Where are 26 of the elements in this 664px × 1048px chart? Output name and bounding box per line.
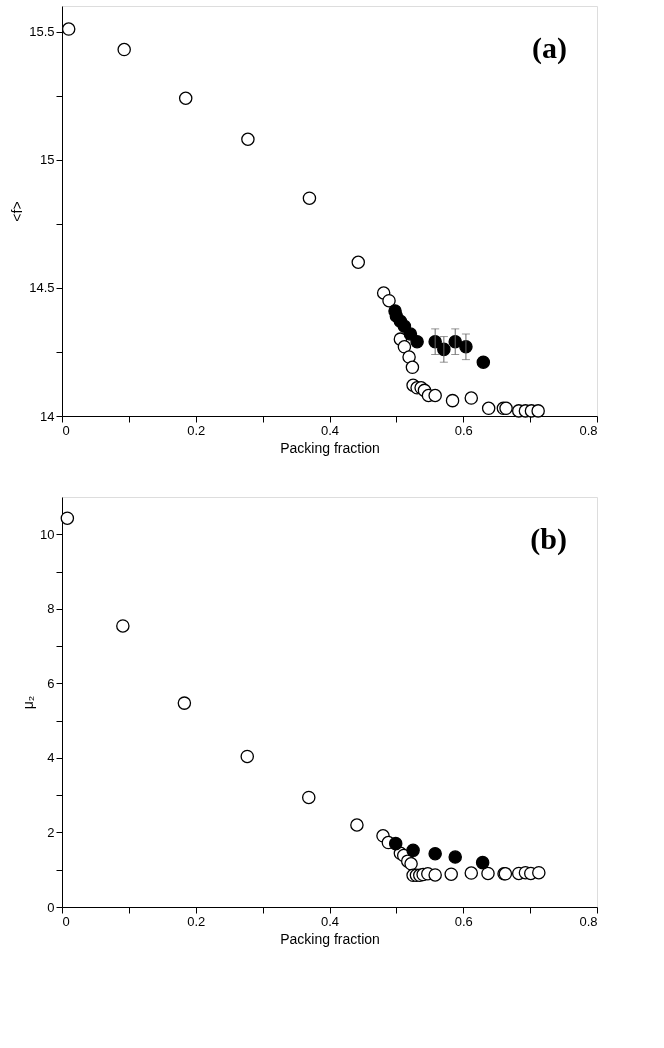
y-tick-label: 15 [40, 152, 55, 168]
x-axis-title: Packing fraction [280, 439, 380, 456]
x-tick-label: 0.2 [187, 913, 206, 929]
y-tick-label: 15.5 [29, 24, 55, 40]
annotation: (b) [530, 522, 567, 556]
x-tick-label: 0.4 [320, 913, 340, 929]
y-tick-label: 14.5 [29, 280, 55, 296]
y-tick-label: 0 [47, 899, 55, 915]
y-tick-label: 4 [47, 750, 55, 766]
y-tick-label: 2 [47, 824, 55, 840]
y-tick-label: 6 [47, 675, 55, 691]
annotation: (a) [532, 31, 567, 65]
x-tick-label: 0 [62, 422, 70, 438]
y-tick-label: 8 [47, 601, 55, 617]
x-tick-label: 0.8 [579, 913, 598, 929]
x-tick-label: 0.2 [187, 422, 206, 438]
x-tick-label: 0 [62, 913, 70, 929]
y-tick-label: 14 [40, 408, 55, 424]
x-tick-label: 0.4 [320, 422, 340, 438]
x-tick-label: 0.8 [579, 422, 598, 438]
x-tick-label: 0.6 [454, 422, 473, 438]
y-axis-title: <f> [9, 201, 26, 222]
x-tick-label: 0.6 [454, 913, 473, 929]
y-tick-label: 10 [40, 526, 55, 542]
x-axis-title: Packing fraction [280, 930, 380, 947]
y-axis-title: μ₂ [20, 695, 37, 710]
